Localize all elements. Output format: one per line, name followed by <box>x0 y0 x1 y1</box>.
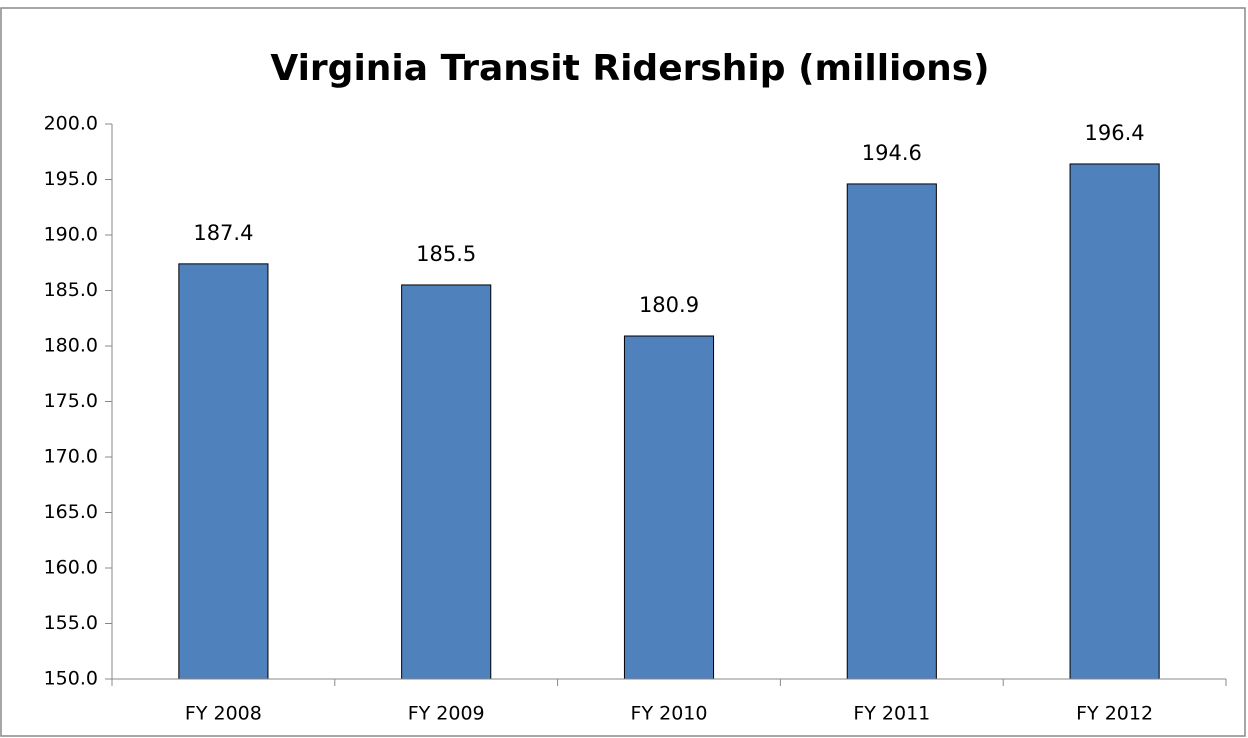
bar <box>1069 163 1160 680</box>
chart-title: Virginia Transit Ridership (millions) <box>270 48 989 89</box>
y-tick-label: 195.0 <box>44 168 98 190</box>
data-label: 187.4 <box>193 221 253 245</box>
y-tick-label: 165.0 <box>44 501 98 523</box>
data-label: 196.4 <box>1085 121 1145 145</box>
y-tick-label: 160.0 <box>44 557 98 579</box>
y-tick-label: 180.0 <box>44 335 98 357</box>
y-tick-label: 200.0 <box>44 113 98 135</box>
x-tick-label: FY 2010 <box>631 703 708 725</box>
data-label: 194.6 <box>862 141 922 165</box>
y-tick-label: 190.0 <box>44 224 98 246</box>
y-tick-label: 185.0 <box>44 279 98 301</box>
y-tick-label: 175.0 <box>44 390 98 412</box>
x-tick-label: FY 2012 <box>1076 703 1153 725</box>
x-tick-label: FY 2011 <box>853 703 930 725</box>
bar <box>401 284 492 680</box>
data-label: 180.9 <box>639 293 699 317</box>
x-tick-label: FY 2009 <box>408 703 485 725</box>
x-tick-label: FY 2008 <box>185 703 262 725</box>
bar <box>623 335 715 680</box>
bar <box>846 183 937 680</box>
y-tick-label: 170.0 <box>44 446 98 468</box>
y-tick-label: 155.0 <box>44 612 98 634</box>
bar <box>178 263 269 680</box>
y-tick-label: 150.0 <box>44 668 98 690</box>
data-label: 185.5 <box>416 242 476 266</box>
